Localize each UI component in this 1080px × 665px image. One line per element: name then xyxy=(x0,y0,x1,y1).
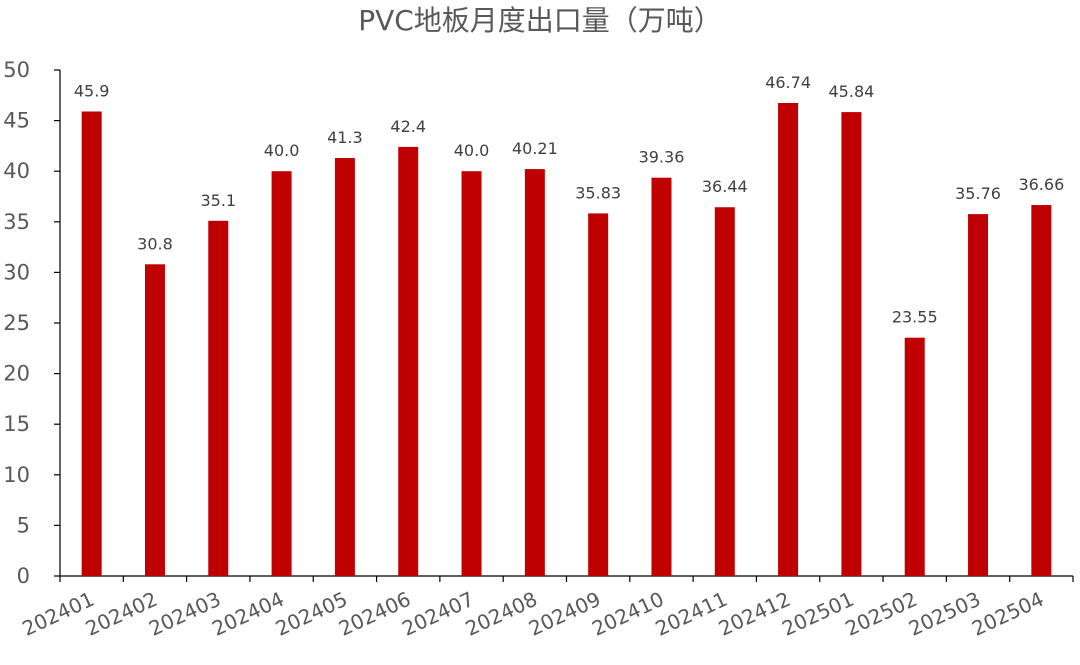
y-tick-label: 50 xyxy=(3,58,30,82)
y-tick-label: 20 xyxy=(3,362,30,386)
bar-202403 xyxy=(208,220,229,576)
x-tick-label-202412: 202412 xyxy=(715,587,794,641)
bar-202406 xyxy=(398,146,419,577)
x-tick-label-202407: 202407 xyxy=(398,587,477,641)
data-label-202412: 46.74 xyxy=(765,73,811,92)
data-label-202503: 35.76 xyxy=(955,184,1001,203)
x-tick-label-202404: 202404 xyxy=(208,587,287,641)
data-label-202401: 45.9 xyxy=(74,81,110,100)
x-tick-label-202503: 202503 xyxy=(905,587,984,641)
data-label-202504: 36.66 xyxy=(1018,175,1064,194)
x-tick-label-202504: 202504 xyxy=(968,587,1047,641)
x-tick-label-202410: 202410 xyxy=(588,587,667,641)
data-label-202408: 40.21 xyxy=(512,139,558,158)
data-label-202501: 45.84 xyxy=(829,82,875,101)
y-tick-label: 40 xyxy=(3,159,30,183)
data-label-202402: 30.8 xyxy=(137,234,173,253)
x-tick-label-202406: 202406 xyxy=(335,587,414,641)
data-label-202409: 35.83 xyxy=(575,183,621,202)
bar-202411 xyxy=(714,207,735,576)
data-label-202403: 35.1 xyxy=(200,191,236,210)
y-tick-label: 35 xyxy=(3,210,30,234)
bar-202401 xyxy=(81,111,102,576)
x-tick-label-202409: 202409 xyxy=(525,587,604,641)
y-tick-label: 30 xyxy=(3,260,30,284)
x-tick-label-202502: 202502 xyxy=(841,587,920,641)
bar-202412 xyxy=(778,102,799,576)
bar-202407 xyxy=(461,171,482,576)
data-label-202410: 39.36 xyxy=(639,148,685,167)
data-label-202502: 23.55 xyxy=(892,308,938,327)
x-tick-label-202402: 202402 xyxy=(82,587,161,641)
x-axis: 2024012024022024032024042024052024062024… xyxy=(18,575,1074,641)
y-axis: 0 5 10 15 20 25 30 35 40 45 50 xyxy=(3,58,61,588)
bar-202501 xyxy=(841,112,862,577)
x-tick-label-202408: 202408 xyxy=(462,587,541,641)
data-label-202406: 42.4 xyxy=(390,117,426,136)
x-tick-label-202405: 202405 xyxy=(272,587,351,641)
y-tick-label: 10 xyxy=(3,463,30,487)
data-label-202404: 40.0 xyxy=(264,141,300,160)
bar-202408 xyxy=(524,169,545,576)
y-tick-label: 5 xyxy=(17,513,30,537)
y-tick-label: 25 xyxy=(3,311,30,335)
bar-202402 xyxy=(144,264,165,576)
x-tick-label-202403: 202403 xyxy=(145,587,224,641)
y-tick-label: 45 xyxy=(3,109,30,133)
data-labels: 45.9 30.8 35.1 40.0 41.3 42.4 40.0 40.21 35.83 39… xyxy=(74,73,1064,327)
bar-202405 xyxy=(334,158,355,576)
bars xyxy=(81,102,1052,577)
bar-202504 xyxy=(1031,205,1052,576)
bar-202410 xyxy=(651,177,672,576)
chart-title: PVC地板月度出口量（万吨） xyxy=(358,4,722,37)
y-tick-label: 0 xyxy=(17,564,30,588)
x-tick-label-202401: 202401 xyxy=(18,587,97,641)
bar-202502 xyxy=(904,337,925,576)
data-label-202407: 40.0 xyxy=(454,141,490,160)
data-label-202405: 41.3 xyxy=(327,128,363,147)
data-label-202411: 36.44 xyxy=(702,177,748,196)
x-tick-label-202501: 202501 xyxy=(778,587,857,641)
bar-202409 xyxy=(588,213,609,577)
x-tick-label-202411: 202411 xyxy=(652,587,731,641)
y-tick-label: 15 xyxy=(3,412,30,436)
bar-202404 xyxy=(271,171,292,576)
bar-202503 xyxy=(968,214,989,576)
